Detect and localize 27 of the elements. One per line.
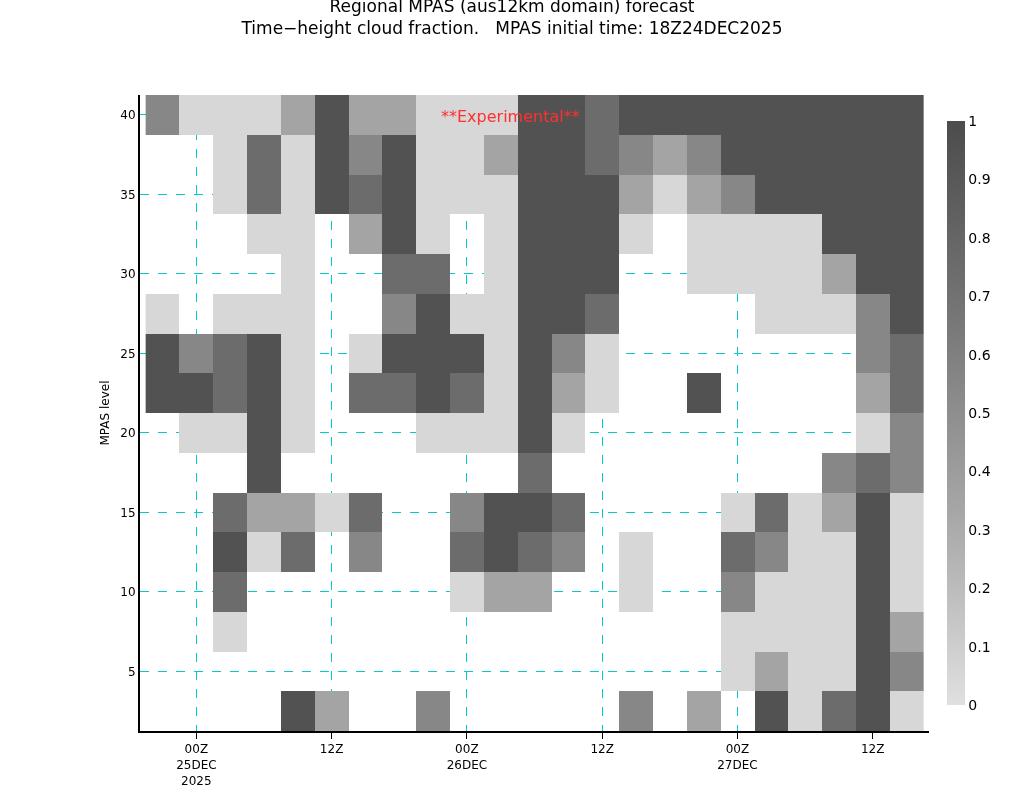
x-tick-label: 00Z 27DEC	[717, 742, 758, 772]
x-tick-label: 12Z	[319, 742, 344, 757]
color-bar-label: 0.6	[968, 346, 991, 363]
y-tick-label: 5	[127, 664, 136, 679]
y-tick-label: 15	[120, 505, 136, 520]
x-tick-label: 00Z 26DEC	[446, 742, 488, 772]
chart-title: Regional MPAS (aus12km domain) forecast Time−height cloud fraction. MPAS initial time: 18Z24DEC2025	[240, 0, 783, 39]
color-bar-label: 0.2	[968, 580, 991, 597]
color-bar-label: 0	[968, 696, 978, 713]
y-tick-label: 35	[120, 187, 136, 202]
y-tick-label: 10	[120, 585, 136, 600]
y-axis-title: MPAS level	[98, 380, 113, 446]
x-tick-label: 00Z 25DEC 2025	[176, 742, 217, 788]
x-tick-label: 12Z	[590, 742, 614, 757]
color-bar-label: 0.1	[968, 638, 991, 655]
color-bar-label: 0.8	[968, 229, 991, 246]
color-bar-label: 0.7	[968, 288, 991, 305]
color-bar-label: 0.9	[968, 171, 991, 188]
y-tick-label: 20	[120, 426, 136, 441]
color-bar-label: 0.4	[968, 463, 991, 480]
color-bar-label: 0.3	[968, 521, 991, 538]
y-tick-label: 25	[120, 346, 136, 361]
x-tick-label: 12Z	[860, 742, 885, 757]
color-bar-label: 1	[968, 112, 978, 129]
color-bar-label: 0.5	[968, 404, 991, 421]
y-tick-label: 30	[120, 267, 136, 282]
y-tick-label: 40	[120, 108, 136, 123]
